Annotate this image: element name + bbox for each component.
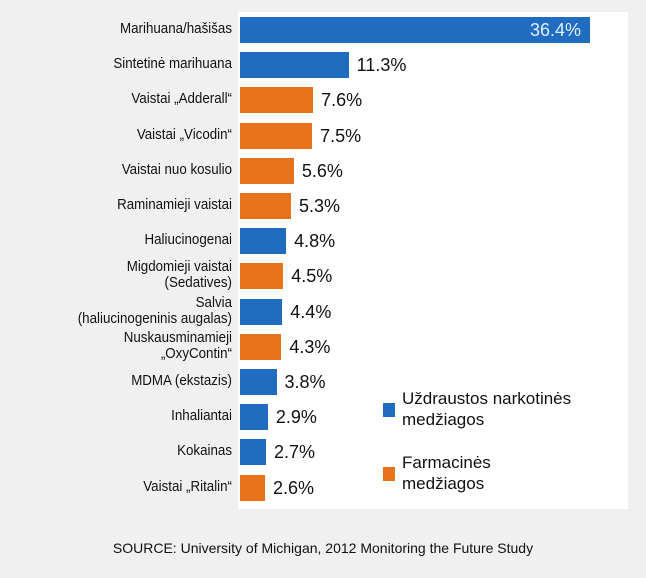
- category-label: Vaistai „Ritalin“: [20, 479, 232, 495]
- value-label: 3.8%: [284, 372, 326, 392]
- category-label: MDMA (ekstazis): [20, 373, 232, 389]
- bar: [240, 369, 277, 395]
- category-label: Haliucinogenai: [20, 232, 232, 248]
- category-label: Salvia (haliucinogeninis augalas): [20, 295, 232, 327]
- value-label: 4.5%: [291, 266, 333, 287]
- legend-label: Uždraustos narkotinės medžiagos: [402, 388, 571, 430]
- bar: [240, 193, 291, 219]
- legend-swatch: [383, 467, 395, 481]
- bar: [240, 228, 287, 255]
- bar: [240, 298, 283, 325]
- legend-label-line: Uždraustos narkotinės: [402, 389, 572, 408]
- category-label: Inhaliantai: [20, 408, 232, 424]
- category-label: Nuskausminamieji „OxyContin“: [20, 330, 232, 362]
- category-label: Vaistai „Vicodin“: [20, 127, 232, 143]
- category-label: Sintetinė marihuana: [20, 56, 232, 72]
- category-label-line: Vaistai „Adderall“: [131, 91, 232, 108]
- bar: [240, 333, 282, 360]
- value-label: 5.6%: [301, 160, 343, 181]
- category-label: Raminamieji vaistai: [20, 197, 232, 213]
- category-label: Kokainas: [20, 443, 232, 459]
- bar: [240, 157, 294, 184]
- legend-label-line: Farmacinės: [402, 453, 491, 472]
- bar: [240, 263, 284, 290]
- bar: [240, 122, 313, 149]
- value-label: 7.6%: [321, 90, 363, 111]
- value-label: 2.9%: [275, 407, 317, 428]
- category-label-line: Vaistai „Vicodin“: [136, 126, 232, 143]
- category-label-line: (haliucinogeninis augalas): [77, 310, 232, 327]
- category-label-line: Salvia: [195, 294, 232, 311]
- category-label-line: Raminamieji vaistai: [117, 197, 232, 213]
- category-label: Vaistai „Adderall“: [20, 91, 232, 107]
- legend-label-line: medžiagos: [402, 474, 485, 493]
- category-label-line: Nuskausminamieji: [123, 329, 232, 346]
- category-label-line: „OxyContin“: [160, 345, 232, 362]
- category-label-line: Haliucinogenai: [144, 232, 232, 249]
- category-label-line: MDMA (ekstazis): [131, 373, 232, 389]
- value-label: 11.3%: [356, 55, 407, 76]
- value-label: 4.3%: [289, 336, 331, 357]
- bar: [240, 17, 590, 43]
- legend-label-line: medžiagos: [402, 410, 485, 429]
- category-label-line: Vaistai „Ritalin“: [143, 478, 232, 495]
- value-label: 36.4%: [530, 20, 582, 40]
- category-label-line: (Sedatives): [164, 275, 232, 292]
- value-label: 7.5%: [320, 125, 362, 146]
- bar: [240, 474, 265, 501]
- category-label: Marihuana/hašišas: [20, 21, 232, 37]
- legend-swatch: [383, 403, 395, 417]
- category-label: Migdomieji vaistai (Sedatives): [20, 259, 232, 291]
- category-label-line: Inhaliantai: [171, 408, 232, 425]
- value-label: 4.8%: [294, 231, 336, 252]
- bar: [240, 52, 349, 79]
- value-label: 4.4%: [290, 301, 332, 322]
- category-label-line: Migdomieji vaistai: [126, 259, 232, 276]
- legend-label: Farmacinės medžiagos: [402, 452, 491, 494]
- value-label: 2.7%: [273, 442, 315, 463]
- category-label-line: Vaistai nuo kosulio: [121, 161, 232, 178]
- category-label-line: Marihuana/hašišas: [120, 21, 232, 37]
- bar: [240, 404, 268, 431]
- source-note: SOURCE: University of Michigan, 2012 Mon…: [112, 540, 534, 556]
- value-label: 5.3%: [298, 196, 340, 216]
- bar: [240, 87, 314, 114]
- category-label: Vaistai nuo kosulio: [20, 162, 232, 178]
- category-label-line: Sintetinė marihuana: [113, 56, 232, 73]
- bar: [240, 439, 266, 466]
- value-label: 2.6%: [273, 477, 315, 498]
- category-label-line: Kokainas: [177, 443, 232, 460]
